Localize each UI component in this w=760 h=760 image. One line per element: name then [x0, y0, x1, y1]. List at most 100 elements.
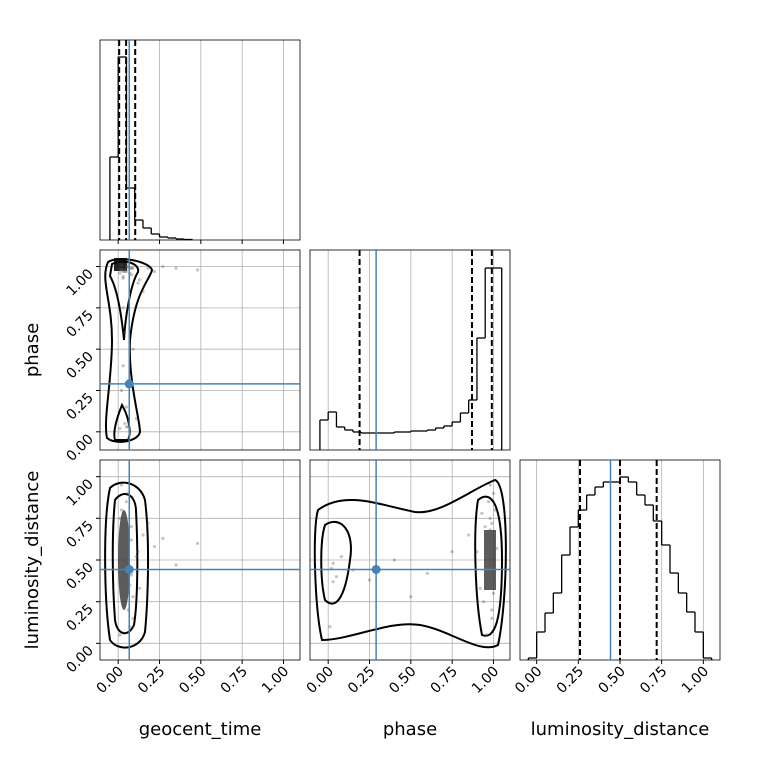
sample-point: [490, 521, 494, 525]
sample-point: [136, 281, 140, 285]
sample-point: [134, 416, 138, 421]
sample-point: [486, 545, 491, 549]
sample-point: [124, 591, 129, 595]
contour: [313, 478, 507, 649]
panel-frame: [309, 459, 511, 661]
sample-point: [486, 558, 491, 562]
sample-point: [146, 266, 150, 270]
y-tick-label: 0.50: [63, 349, 96, 382]
contours: [104, 258, 507, 649]
sample-point: [480, 511, 484, 515]
sample-point: [124, 561, 129, 565]
sample-point: [491, 491, 496, 495]
sample-point: [131, 595, 135, 599]
sample-point: [119, 578, 124, 582]
density-core: [118, 510, 130, 610]
sample-point: [123, 421, 127, 426]
sample-point: [467, 533, 471, 537]
sample-point: [491, 591, 496, 595]
x-tick-label: 0.00: [304, 664, 337, 697]
sample-point: [129, 273, 134, 277]
x-tick-label: 0.25: [554, 664, 587, 697]
sample-point: [141, 289, 145, 293]
density-core: [484, 530, 496, 590]
y-tick-label: 0.00: [63, 643, 96, 676]
sample-point: [488, 483, 492, 487]
sample-point: [134, 555, 138, 559]
sample-point: [119, 268, 124, 272]
sample-point: [334, 575, 339, 579]
sample-point: [152, 269, 157, 274]
sample-point: [486, 500, 491, 504]
sample-point: [119, 558, 124, 562]
sample-point: [475, 550, 479, 554]
contour: [104, 258, 154, 443]
sample-point: [121, 600, 125, 604]
contour: [113, 402, 131, 441]
x-tick-label: 1.00: [679, 664, 712, 697]
sample-point: [195, 268, 200, 272]
sample-point: [129, 266, 134, 270]
panel-frame: [99, 39, 301, 241]
sample-point: [339, 555, 344, 559]
sample-point: [491, 536, 496, 540]
sample-point: [119, 388, 124, 393]
sample-point: [138, 278, 142, 282]
sample-point: [121, 558, 125, 562]
sample-point: [392, 558, 396, 562]
sample-point: [146, 521, 150, 525]
sample-point: [131, 616, 135, 620]
panel-frame: [309, 249, 511, 451]
contour: [474, 495, 504, 637]
sample-point: [118, 633, 122, 637]
sample-point: [493, 508, 497, 512]
sample-point: [129, 525, 134, 529]
y-tick-label: 0.75: [63, 518, 96, 551]
sample-point: [136, 550, 140, 554]
x-tick-label: 0.75: [637, 664, 670, 697]
sample-point: [119, 268, 124, 272]
sample-point: [131, 266, 135, 270]
sample-point: [490, 538, 494, 542]
sample-point: [131, 347, 135, 351]
sample-point: [488, 541, 492, 545]
sample-point: [121, 511, 125, 515]
sample-point: [121, 274, 125, 279]
sample-point: [123, 571, 127, 575]
x-tick-label: 0.50: [176, 664, 209, 697]
y-tick-label: 0.75: [63, 307, 96, 340]
sample-point: [119, 263, 124, 267]
sample-point: [121, 541, 125, 545]
x-tick-label: 0.75: [428, 664, 461, 697]
sample-point: [123, 331, 127, 335]
y-tick-label: 0.50: [63, 560, 96, 593]
sample-point: [488, 528, 492, 532]
sample-point: [124, 425, 129, 429]
sample-point: [331, 561, 335, 565]
sample-point: [478, 586, 482, 590]
x-axis-label: luminosity_distance: [531, 719, 710, 740]
sample-point: [490, 573, 494, 577]
y-tick-label: 1.00: [63, 476, 96, 509]
sample-point: [328, 625, 332, 629]
sample-point: [124, 405, 129, 409]
sample-point: [485, 633, 489, 637]
sample-point: [161, 264, 165, 269]
sample-point: [141, 533, 145, 537]
sample-point: [483, 525, 487, 529]
sample-point: [124, 269, 129, 274]
sample-point: [129, 538, 134, 542]
x-tick-label: 1.00: [259, 664, 292, 697]
y-tick-label: 0.25: [63, 390, 96, 423]
sample-point: [409, 595, 413, 599]
sample-point: [118, 271, 122, 275]
x-tick-label: 0.75: [218, 664, 251, 697]
contour: [108, 260, 140, 341]
sample-point: [367, 578, 372, 582]
panel-frame: [99, 249, 301, 451]
x-axis-label: phase: [383, 719, 437, 740]
sample-point: [124, 500, 129, 504]
sample-point: [331, 580, 335, 584]
sample-point: [152, 545, 157, 549]
